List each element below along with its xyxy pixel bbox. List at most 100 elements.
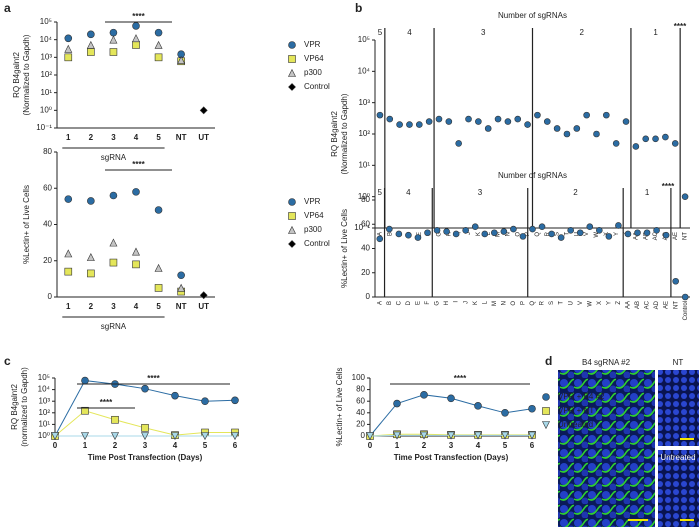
x-tick-label: R [540, 300, 546, 305]
y-tick-label: 60 [43, 183, 52, 192]
x-tick-label: 6 [530, 441, 535, 450]
x-tick-label: 4 [134, 133, 139, 142]
marker [109, 258, 118, 267]
marker [109, 35, 118, 44]
x-tick-label: AB [635, 301, 641, 309]
marker [87, 269, 95, 278]
marker [199, 106, 208, 115]
panel-label: b [355, 1, 362, 15]
marker [132, 260, 140, 269]
marker [504, 118, 512, 125]
y-tick-label: 10³ [40, 52, 52, 61]
marker [612, 140, 620, 147]
marker [81, 376, 89, 385]
marker [465, 115, 472, 123]
marker [154, 263, 163, 272]
x-tick-label: Q [535, 232, 541, 237]
marker [231, 396, 239, 405]
x-tick-label: U [568, 301, 574, 305]
legend-label: p300 [304, 68, 322, 77]
y-tick-label: 10⁰ [40, 105, 52, 114]
y-tick-label: 10¹ [40, 88, 52, 97]
x-tick-label: UT [198, 133, 209, 142]
marker [445, 118, 453, 125]
marker [64, 195, 73, 203]
x-tick-label: AE [673, 232, 679, 240]
x-tick-label: Y [606, 301, 612, 305]
y-tick-label: 60 [361, 219, 370, 228]
x-tick-label: S [549, 301, 555, 305]
panel-label: a [4, 1, 11, 15]
marker [681, 293, 689, 301]
marker [662, 231, 670, 239]
x-tick-label: Control [683, 301, 689, 320]
marker [177, 55, 186, 64]
y-tick-label: 0 [48, 292, 53, 301]
group-label: 1 [653, 28, 658, 37]
x-tick-label: G [435, 301, 441, 306]
x-tick-label: Z [616, 301, 622, 305]
y-tick-label: 10⁴ [40, 35, 53, 44]
marker [538, 223, 546, 230]
marker [414, 234, 422, 241]
x-tick-label: L [486, 231, 492, 235]
marker [542, 421, 550, 430]
marker [393, 399, 401, 408]
marker [231, 432, 239, 441]
group-label: 5 [378, 188, 383, 197]
marker [500, 228, 508, 235]
marker [681, 193, 689, 200]
marker [576, 229, 584, 237]
y-tick-label: 10⁵ [38, 373, 50, 382]
marker [109, 48, 118, 56]
marker [634, 229, 641, 237]
marker [201, 432, 209, 441]
marker [435, 115, 443, 123]
marker [583, 111, 590, 119]
x-axis-label: Time Post Transfection (Days) [88, 453, 203, 462]
marker [386, 225, 393, 233]
group-label: 4 [406, 188, 411, 197]
marker [86, 40, 95, 49]
marker [405, 231, 412, 239]
x-tick-label: V [578, 301, 584, 305]
marker [474, 402, 482, 410]
marker [501, 408, 509, 417]
x-tick-label: O [515, 232, 521, 237]
marker [81, 432, 89, 441]
x-tick-label: 4 [173, 441, 178, 450]
marker [86, 252, 95, 261]
y-tick-label: 10⁵ [40, 17, 52, 26]
group-label: 4 [407, 28, 412, 37]
marker [672, 277, 679, 285]
x-tick-label: AE [664, 301, 670, 309]
x-tick-label: H [446, 232, 452, 236]
x-axis-label: sgRNA [101, 322, 127, 331]
marker [87, 48, 95, 56]
legend-label: VPR [304, 197, 321, 206]
marker [534, 111, 541, 119]
x-tick-label: 1 [395, 441, 400, 450]
marker [524, 121, 531, 128]
x-tick-label: 1 [66, 302, 71, 311]
marker [154, 206, 163, 214]
x-tick-label: 1 [83, 441, 88, 450]
x-tick-label: X [597, 301, 603, 305]
legend-label: VPR + B4 #2 [558, 392, 605, 401]
y-tick-label: 20 [356, 420, 365, 429]
marker [481, 230, 489, 238]
marker [455, 140, 462, 147]
x-tick-label: I [456, 232, 462, 234]
marker [462, 227, 469, 234]
x-axis-label: sgRNA [101, 153, 127, 162]
x-tick-label: 3 [111, 133, 116, 142]
x-tick-label: 3 [143, 441, 148, 450]
y-tick-label: 40 [43, 220, 52, 229]
y-tick-label: 10¹ [358, 160, 370, 169]
marker [64, 53, 73, 62]
x-tick-label: D [406, 300, 412, 305]
x-tick-label: 2 [113, 441, 118, 450]
x-tick-label: 4 [476, 441, 481, 450]
x-tick-label: M [496, 232, 502, 237]
